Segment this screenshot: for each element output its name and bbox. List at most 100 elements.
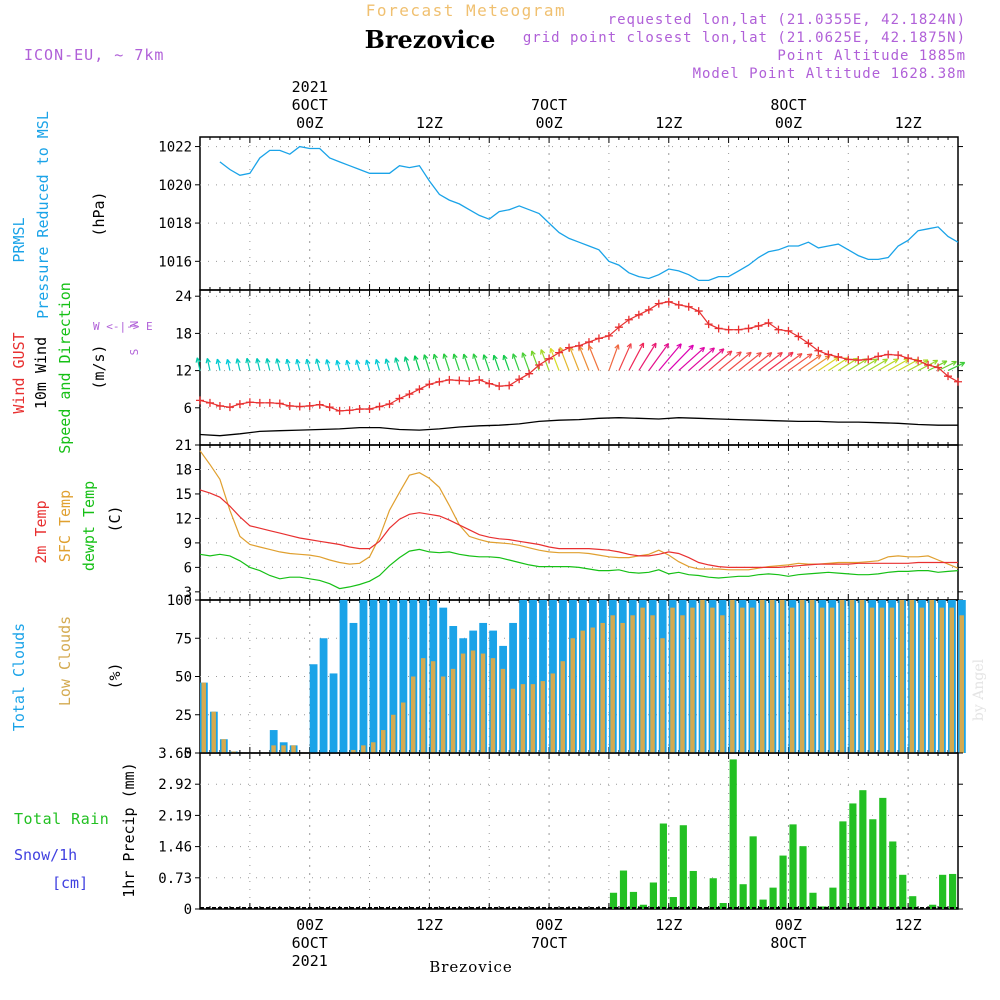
wind-arrow-head [824,355,830,358]
wind-arrow [569,346,580,371]
wind-arrow-head [226,358,231,364]
panel-frame [199,444,959,601]
y-tick-label: 6 [184,401,192,417]
pressure-unit: (hPa) [90,191,108,236]
y-tick-label: 1018 [158,216,192,232]
rain-bar [939,874,947,909]
wind-arrow-head [894,358,899,364]
total-clouds-label: Total Clouds [10,623,28,731]
wind-gust-marker [445,375,454,384]
low-cloud-bar [630,615,635,753]
wind-arrow [887,358,909,372]
wind-gust-marker [814,346,823,355]
low-cloud-bar [760,600,765,753]
wind-arrow [483,354,490,371]
low-cloud-bar [600,622,605,753]
wind-arrow-head [225,359,228,365]
wind-arrow-head [403,356,406,362]
low-cloud-bar [550,673,556,753]
wind-arrow-head [961,362,966,367]
wind-panel: 6 12 18 24 [175,289,966,446]
rain-bar [759,899,767,909]
y-tick-label: 1016 [158,254,192,270]
low-cloud-bar [650,615,655,753]
wind-arrow-head [654,343,657,349]
wind-arrow-head [617,344,620,350]
wind-arrow [286,358,291,371]
y-tick-label: 0.73 [158,871,192,887]
wind-arrow-head [326,359,331,364]
compass-icon: N W <-|-> E S [93,320,153,355]
wind-arrow [531,350,540,371]
wind-arrow-head [296,358,301,364]
wind-arrow-head [691,344,694,351]
wind-arrow-head [482,354,485,360]
low-cloud-bar [939,607,945,753]
rain-bar [949,873,957,909]
low-cloud-bar [779,600,785,753]
compass-s: S [128,349,141,356]
wind-arrow-head [245,358,248,364]
wind-gust-marker [804,339,813,348]
wind-arrow [947,361,965,372]
y-tick-label: 2.19 [158,808,192,824]
wind-gust-marker [744,324,753,333]
wind-arrow-head [578,345,584,351]
snow-unit: [cm] [52,874,88,892]
wind-arrow [608,344,619,371]
low-cloud-bar [480,653,486,753]
low-cloud-bar [670,607,675,753]
wind-arrow-head [729,350,733,356]
wind-arrow-head [943,360,948,366]
wind-gust-marker [884,350,893,359]
wind-arrow-head [285,359,288,365]
wind-arrow [216,358,221,371]
wind-arrow-head [511,353,514,359]
rain-bar [689,870,697,909]
point-altitude: Point Altitude 1885m [777,48,966,64]
wind-arrow [877,358,899,372]
wind-arrow [276,358,281,371]
wind-gust-marker [515,375,524,384]
wind-arrow-head [346,359,351,365]
bottom-axis-hour: 12Z [416,916,443,934]
low-cloud-bar [700,600,705,753]
wind-arrow-head [852,357,858,360]
low-cloud-bar [570,638,576,753]
rain-bar [799,846,807,909]
wind-gust-marker [734,325,743,334]
total-cloud-bar [309,664,318,753]
low-cloud-bar [530,684,536,753]
wind-arrow [236,358,241,371]
wind-gust-marker [954,377,962,386]
wind-arrow-head [423,354,429,359]
wind-gust-marker [864,355,873,364]
wind-gust-marker [405,390,414,399]
low-cloud-bar [361,745,366,753]
wind-gust-marker [355,405,364,414]
wind-arrow-head [736,351,742,354]
wind-arrow-head [286,358,291,364]
low-cloud-bar [909,600,915,753]
wind-gust-marker [535,361,544,370]
top-axis-hour: 00Z [536,114,563,132]
wind-unit: (m/s) [90,344,108,389]
wind-arrow [668,344,694,372]
low-cloud-bar [590,627,595,753]
wind-arrow [559,347,570,371]
pressure-label-msl: Pressure Reduced to MSL [34,111,52,319]
wind-arrow-head [306,358,311,364]
wind-arrow [296,359,301,371]
wind-arrow-head [374,359,377,365]
total-cloud-bar [389,600,398,753]
wind-gust-marker [934,363,943,372]
wind-gust-marker [225,403,234,412]
wind-gust-marker [485,379,494,388]
wind-arrow-head [443,353,448,358]
bottom-axis-date: 8OCT [770,934,806,952]
low-cloud-bar [470,650,476,753]
wind-arrow-head [790,352,794,358]
